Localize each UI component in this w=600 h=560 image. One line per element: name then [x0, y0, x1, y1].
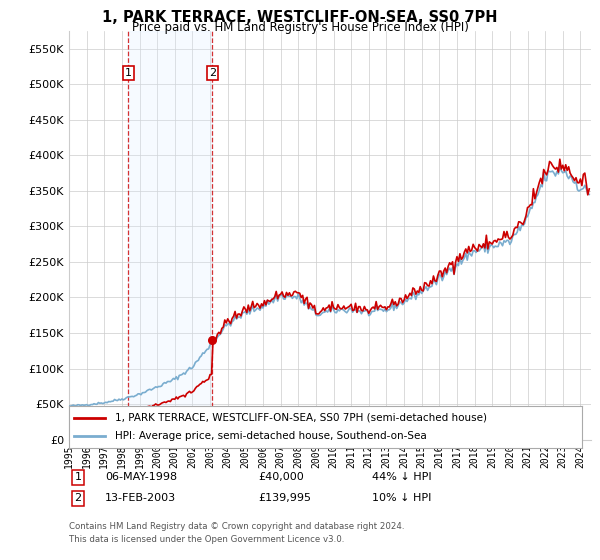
Text: Price paid vs. HM Land Registry's House Price Index (HPI): Price paid vs. HM Land Registry's House … — [131, 21, 469, 34]
Text: 2: 2 — [74, 493, 82, 503]
Text: £40,000: £40,000 — [258, 472, 304, 482]
Text: 1: 1 — [74, 472, 82, 482]
Text: HPI: Average price, semi-detached house, Southend-on-Sea: HPI: Average price, semi-detached house,… — [115, 431, 427, 441]
Text: 1, PARK TERRACE, WESTCLIFF-ON-SEA, SS0 7PH: 1, PARK TERRACE, WESTCLIFF-ON-SEA, SS0 7… — [102, 10, 498, 25]
Text: 10% ↓ HPI: 10% ↓ HPI — [372, 493, 431, 503]
Text: Contains HM Land Registry data © Crown copyright and database right 2024.
This d: Contains HM Land Registry data © Crown c… — [69, 522, 404, 544]
Text: 2: 2 — [209, 68, 216, 78]
Text: £139,995: £139,995 — [258, 493, 311, 503]
Bar — [128, 31, 212, 440]
Text: 06-MAY-1998: 06-MAY-1998 — [105, 472, 177, 482]
Text: 1: 1 — [125, 68, 132, 78]
Text: 44% ↓ HPI: 44% ↓ HPI — [372, 472, 431, 482]
Text: 1, PARK TERRACE, WESTCLIFF-ON-SEA, SS0 7PH (semi-detached house): 1, PARK TERRACE, WESTCLIFF-ON-SEA, SS0 7… — [115, 413, 487, 423]
Text: 13-FEB-2003: 13-FEB-2003 — [105, 493, 176, 503]
